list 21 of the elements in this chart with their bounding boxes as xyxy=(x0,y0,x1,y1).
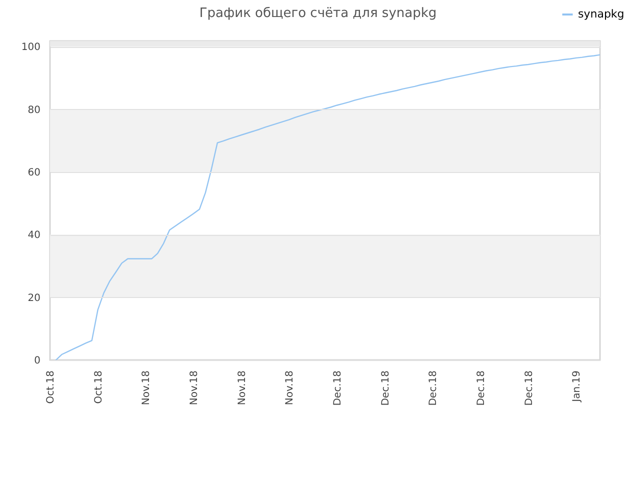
x-tick-label: Oct.18 xyxy=(46,370,56,404)
x-tick-label: Dec.18 xyxy=(380,370,392,406)
x-tick-label: Nov.18 xyxy=(236,370,248,406)
x-tick-label: Dec.18 xyxy=(476,370,487,406)
x-tick-label: Nov.18 xyxy=(188,370,200,406)
y-tick-label: 80 xyxy=(28,104,40,116)
x-tick-label: Nov.18 xyxy=(141,370,152,406)
legend-label: synapkg xyxy=(578,8,624,20)
x-tick-label: Dec.18 xyxy=(332,370,344,406)
chart-title: График общего счёта для synapkg xyxy=(199,6,437,21)
x-tick-label: Jan.19 xyxy=(572,370,583,403)
x-tick-label: Oct.18 xyxy=(93,370,104,404)
y-tick-label: 100 xyxy=(21,42,40,54)
x-tick-label: Nov.18 xyxy=(284,370,296,406)
x-tick-label: Dec.18 xyxy=(524,370,535,406)
y-tick-label: 40 xyxy=(28,230,40,242)
y-tick-label: 20 xyxy=(28,292,40,304)
x-tick-label: Dec.18 xyxy=(428,370,440,406)
y-tick-label: 0 xyxy=(34,356,40,366)
y-tick-label: 60 xyxy=(28,167,40,178)
line-series xyxy=(55,54,600,360)
